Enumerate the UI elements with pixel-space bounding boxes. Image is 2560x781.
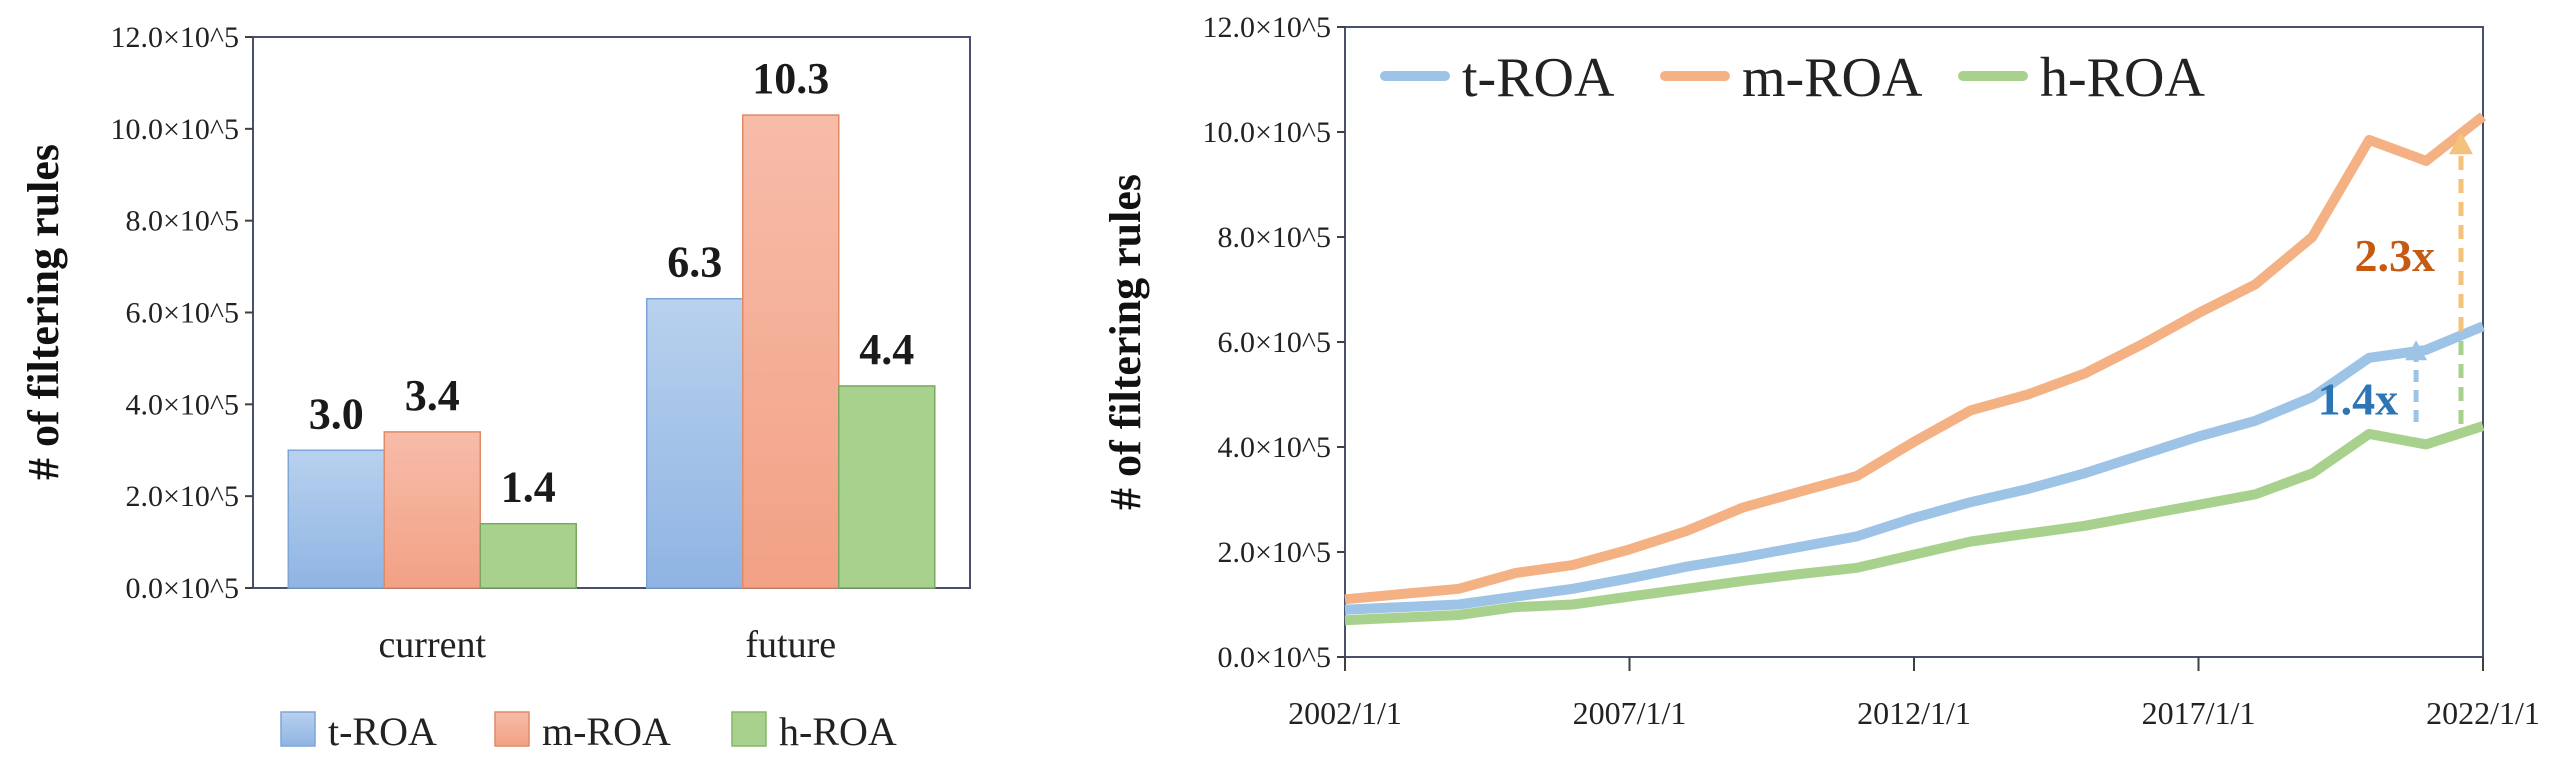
line-x-tick-label: 2012/1/1: [1857, 695, 1971, 731]
line-y-axis-label: # of filtering rules: [1101, 174, 1150, 510]
bar-m-roa-future: [742, 114, 840, 589]
line-x-tick-label: 2007/1/1: [1573, 695, 1687, 731]
ratio-label-t-roa: 1.4x: [2318, 374, 2399, 425]
line-series: [1344, 112, 2487, 626]
legend-label-m-roa: m-ROA: [542, 709, 671, 754]
bar-h-roa-current: [479, 522, 577, 589]
line-legend: t-ROA m-ROA h-ROA: [1380, 47, 2205, 109]
legend-swatch-h-roa: [731, 711, 767, 747]
ratio-arrowhead-m-roa: [2449, 132, 2473, 155]
bar-y-tick-label: 8.0×10^5: [126, 205, 240, 238]
bar-data-label: 3.0: [309, 389, 364, 438]
bar-data-label: 1.4: [501, 463, 556, 512]
line-y-tick-label: 6.0×10^5: [1218, 326, 1332, 359]
bar-chart: 0.0×10^5 2.0×10^5 4.0×10^5 6.0×10^5 8.0×10^5…: [19, 21, 971, 754]
legend-label-t-roa: t-ROA: [1462, 47, 1615, 109]
bar-data-label: 4.4: [859, 325, 914, 374]
bar-y-tick-label: 2.0×10^5: [126, 480, 240, 513]
line-plot-frame: [1344, 26, 2484, 658]
line-y-tick-label: 2.0×10^5: [1218, 536, 1332, 569]
legend-label-m-roa: m-ROA: [1742, 47, 1923, 109]
bar-y-tick-label: 6.0×10^5: [126, 297, 240, 330]
bar-y-tick-label: 0.0×10^5: [126, 572, 240, 605]
line-y-tick-label: 4.0×10^5: [1218, 431, 1332, 464]
bar-h-roa-future: [838, 385, 936, 589]
line-m-roa: [1344, 112, 2487, 605]
bar-data-label: 10.3: [752, 54, 829, 103]
bar-category-future: future: [745, 624, 836, 666]
bar-y-tick-label: 4.0×10^5: [126, 388, 240, 421]
line-h-roa: [1344, 421, 2485, 626]
line-chart: 0.0×10^5 2.0×10^5 4.0×10^5 6.0×10^5 8.0×10^5…: [1101, 11, 2540, 731]
bar-m-roa-current: [383, 431, 481, 589]
line-y-tick-label: 8.0×10^5: [1218, 221, 1332, 254]
bar-t-roa-current: [287, 449, 385, 589]
line-y-axis: 0.0×10^5 2.0×10^5 4.0×10^5 6.0×10^5 8.0×10^5…: [1203, 11, 1345, 674]
line-y-tick-label: 10.0×10^5: [1203, 116, 1332, 149]
bar-data-label: 6.3: [667, 238, 722, 287]
line-t-roa: [1344, 321, 2485, 615]
growth-annotations: 2.3x 1.4x: [2318, 132, 2473, 425]
bar-data-label: 3.4: [405, 371, 460, 420]
bar-t-roa-future: [646, 297, 744, 589]
bar-y-axis: 0.0×10^5 2.0×10^5 4.0×10^5 6.0×10^5 8.0×10^5…: [111, 21, 253, 605]
bar-x-axis: current future: [378, 624, 836, 666]
bar-legend: t-ROA m-ROA h-ROA: [280, 709, 897, 754]
line-y-tick-label: 12.0×10^5: [1203, 11, 1332, 44]
legend-swatch-m-roa: [494, 711, 530, 747]
line-x-tick-label: 2002/1/1: [1288, 695, 1402, 731]
ratio-label-m-roa: 2.3x: [2355, 230, 2436, 281]
bar-y-tick-label: 10.0×10^5: [111, 113, 240, 146]
legend-swatch-t-roa: [280, 711, 316, 747]
ratio-arrowhead-t-roa: [2405, 340, 2428, 361]
bar-category-current: current: [378, 624, 486, 666]
bar-y-tick-label: 12.0×10^5: [111, 21, 240, 54]
line-x-tick-label: 2017/1/1: [2142, 695, 2256, 731]
bar-series: 3.0 3.4 1.4 6.3 10.3 4.4: [287, 54, 936, 589]
bar-y-axis-label: # of filtering rules: [19, 144, 68, 480]
legend-label-h-roa: h-ROA: [779, 709, 897, 754]
line-y-tick-label: 0.0×10^5: [1218, 641, 1332, 674]
line-x-axis: 2002/1/1 2007/1/1 2012/1/1 2017/1/1 2022/1/1: [1288, 657, 2540, 731]
line-x-tick-label: 2022/1/1: [2426, 695, 2540, 731]
legend-label-t-roa: t-ROA: [328, 709, 437, 754]
legend-label-h-roa: h-ROA: [2040, 47, 2205, 109]
